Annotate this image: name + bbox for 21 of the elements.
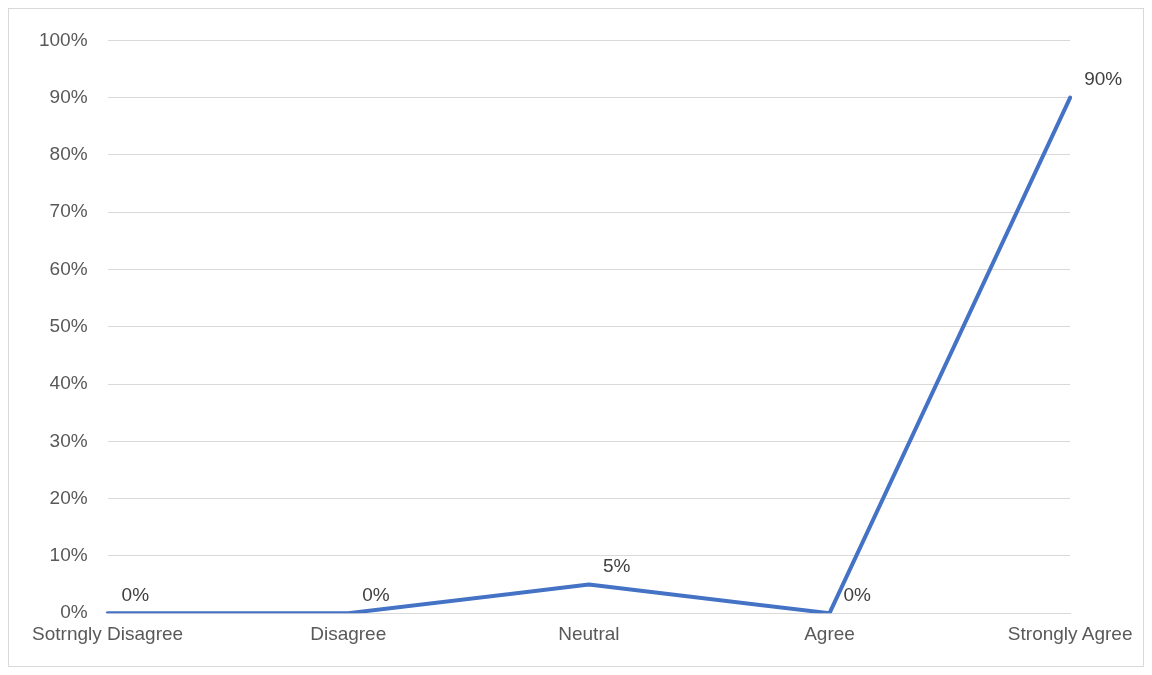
x-tick-label: Disagree: [310, 622, 387, 644]
text: 90%: [1084, 68, 1123, 90]
y-tick-label: 20%: [49, 486, 88, 508]
text: 5%: [602, 555, 631, 577]
x-tick-label: Agree: [804, 622, 855, 644]
x-tick-label: Neutral: [558, 622, 620, 644]
text: 0%: [121, 583, 150, 605]
text: 0%: [843, 583, 871, 605]
y-tick-label: 0%: [60, 601, 88, 623]
y-tick-label: 30%: [49, 429, 88, 451]
y-tick-label: 70%: [49, 200, 88, 222]
x-tick-label: Sotrngly Disagree: [32, 622, 184, 644]
x-tick-label: Strongly Agree: [1007, 622, 1133, 644]
y-tick-label: 50%: [49, 315, 88, 337]
y-tick-label: 100%: [38, 28, 88, 50]
y-tick-label: 90%: [49, 85, 88, 107]
y-tick-label: 60%: [49, 257, 88, 279]
y-tick-label: 40%: [49, 372, 88, 394]
y-tick-label: 10%: [49, 544, 88, 566]
y-tick-label: 80%: [49, 143, 88, 165]
text: 0%: [362, 583, 390, 605]
